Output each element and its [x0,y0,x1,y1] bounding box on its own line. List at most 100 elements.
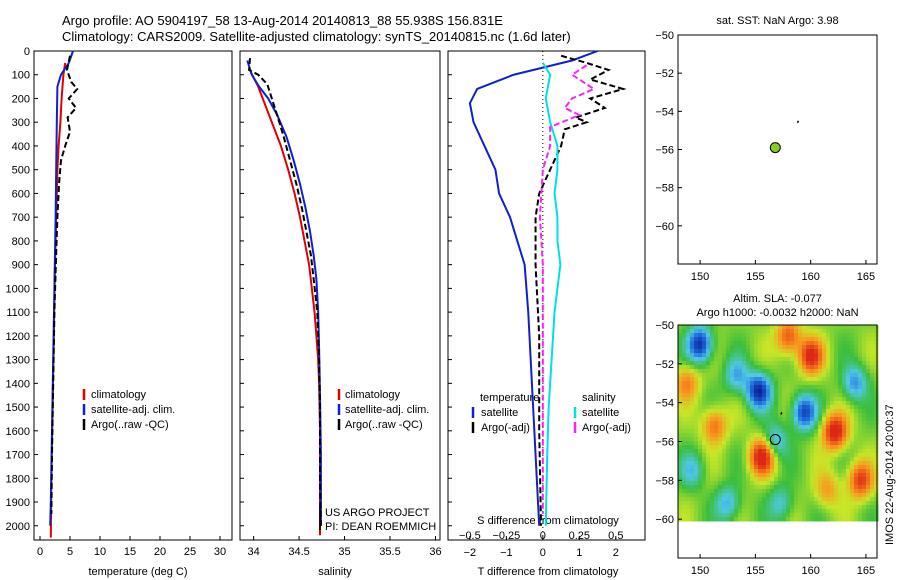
sla-cell [870,473,875,478]
sla-cell [842,509,847,514]
sla-cell [694,353,699,358]
sla-cell [786,385,791,390]
sla-cell [742,405,747,410]
sla-cell [738,341,743,346]
sla-cell [850,505,855,510]
sla-cell [818,361,823,366]
sla-cell [766,445,771,450]
sla-cell [790,493,795,498]
sla-cell [774,425,779,430]
sla-cell [686,389,691,394]
sla-cell [818,341,823,346]
sla-cell [874,353,879,358]
sla-cell [730,353,735,358]
sla-cell [786,501,791,506]
sla-cell [818,473,823,478]
sla-cell [738,325,743,330]
sla-cell [822,449,827,454]
sla-cell [730,513,735,518]
sla-cell [770,397,775,402]
sla-cell [858,489,863,494]
sla-cell [770,337,775,342]
sla-cell [786,473,791,478]
sla-cell [754,405,759,410]
sla-cell [810,481,815,486]
sla-cell [694,409,699,414]
sla-cell [822,485,827,490]
sla-cell [718,449,723,454]
sla-cell [846,341,851,346]
sla-cell [830,329,835,334]
sla-cell [746,365,751,370]
sla-cell [838,445,843,450]
sla-cell [690,469,695,474]
sla-cell [806,457,811,462]
sla-cell [698,437,703,442]
sla-cell [874,421,879,426]
legend-label: satellite-adj. clim. [91,404,175,416]
sla-cell [794,429,799,434]
sla-cell [698,385,703,390]
sla-cell [710,453,715,458]
sla-cell [770,429,775,434]
sla-cell [722,405,727,410]
sla-cell [686,429,691,434]
sla-cell [806,361,811,366]
sla-cell [738,365,743,370]
sla-cell [806,481,811,486]
sla-cell [830,437,835,442]
sla-cell [838,385,843,390]
sla-cell [742,389,747,394]
lat-tick-label: −52 [655,359,674,371]
sla-cell [786,493,791,498]
sla-cell [694,425,699,430]
sla-cell [774,397,779,402]
series-line [541,62,562,526]
sla-cell [866,441,871,446]
sla-cell [738,469,743,474]
sla-cell [706,461,711,466]
sla-cell [802,493,807,498]
sla-cell [858,505,863,510]
sla-cell [866,465,871,470]
sla-cell [834,341,839,346]
sla-cell [826,497,831,502]
sla-cell [830,461,835,466]
sla-cell [858,333,863,338]
sla-cell [762,333,767,338]
sla-cell [822,453,827,458]
sla-cell [854,493,859,498]
sla-cell [706,365,711,370]
sla-cell [746,509,751,514]
sla-cell [798,345,803,350]
sla-cell [782,361,787,366]
sla-cell [742,457,747,462]
sla-cell [730,365,735,370]
sla-cell [766,497,771,502]
sla-cell [834,361,839,366]
sla-cell [790,441,795,446]
sla-cell [754,369,759,374]
sla-cell [778,425,783,430]
sla-cell [814,501,819,506]
sla-cell [806,445,811,450]
sla-cell [798,357,803,362]
sla-cell [806,381,811,386]
sla-cell [706,337,711,342]
sla-cell [818,329,823,334]
sla-cell [826,505,831,510]
sla-cell [746,337,751,342]
sla-cell [682,453,687,458]
sla-cell [754,409,759,414]
sla-cell [842,477,847,482]
sla-cell [854,421,859,426]
sla-cell [694,493,699,498]
sla-cell [778,389,783,394]
sla-cell [870,405,875,410]
sla-cell [726,413,731,418]
sla-cell [762,385,767,390]
sla-cell [702,441,707,446]
sla-cell [822,469,827,474]
sla-cell [838,505,843,510]
sla-cell [838,517,843,522]
